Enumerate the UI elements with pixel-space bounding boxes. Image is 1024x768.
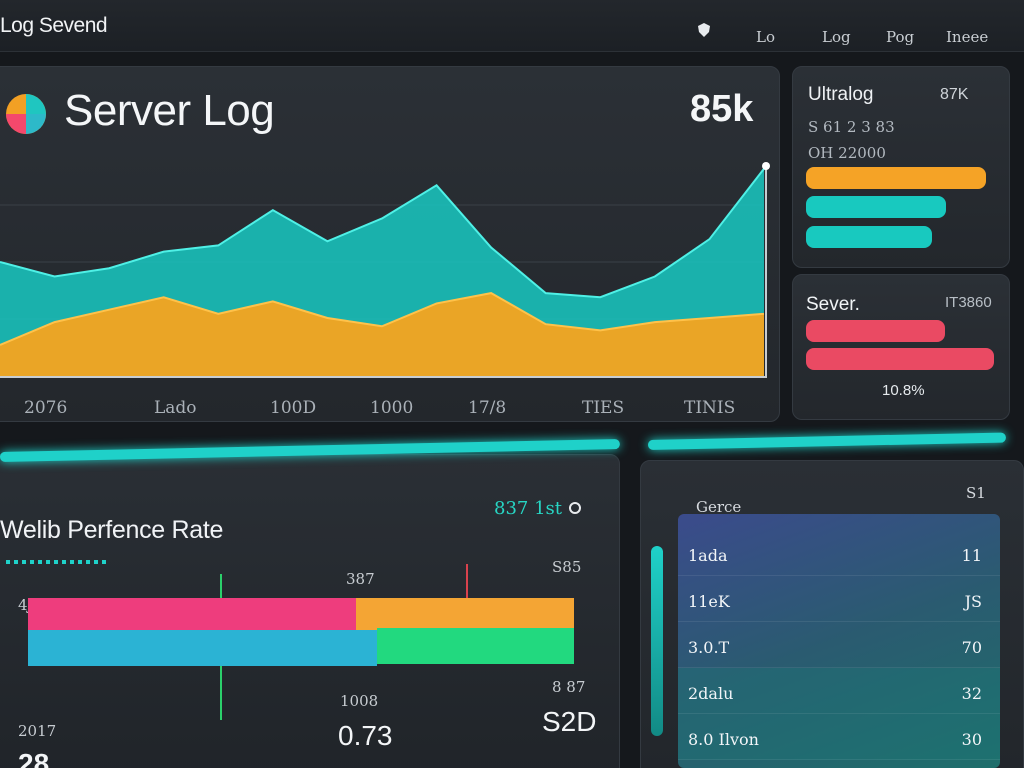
performance-badge: 837 1st: [494, 498, 582, 519]
ultralog-bar: [806, 167, 986, 189]
x-tick-label: 2076: [24, 398, 68, 418]
table-cell-value: JS: [964, 592, 982, 611]
x-tick-label: Lado: [154, 398, 197, 418]
performance-badge-text: 837 1st: [494, 498, 563, 519]
table-cell-name: 3.0.T: [688, 638, 730, 657]
table-cell-name: 11eK: [688, 592, 730, 611]
table-cell-value: 32: [961, 684, 982, 703]
performance-bar-segment: [377, 628, 574, 664]
ultralog-value: 87K: [940, 86, 969, 103]
table-row[interactable]: 1ada 11: [678, 530, 1000, 576]
ultralog-bar: [806, 226, 932, 248]
area-series-2: [0, 293, 764, 376]
performance-bar-segment: [28, 630, 378, 666]
ultralog-bar: [806, 196, 947, 218]
x-tick-label: 1000: [370, 398, 414, 418]
chart-end-point: [762, 162, 770, 170]
performance-label: 1008: [340, 692, 379, 710]
nav-item-lo[interactable]: Lo: [756, 28, 775, 46]
ultralog-sub-2: OH 22000: [808, 144, 886, 162]
gene-accent-line: [647, 432, 1007, 450]
nav-item-log[interactable]: Log: [822, 28, 851, 46]
sever-value: IT3860: [945, 294, 992, 311]
performance-title-underline: [6, 560, 110, 564]
ultralog-title: Ultralog: [808, 84, 874, 105]
x-tick-label: 17/8: [468, 398, 507, 418]
performance-value: S2D: [542, 706, 597, 737]
performance-label: S85: [552, 558, 582, 576]
gene-header-left: Gerce: [696, 498, 742, 516]
table-row[interactable]: 3.0.T 70: [678, 622, 1000, 668]
sever-foot: 10.8%: [882, 382, 925, 399]
nav-item-pog[interactable]: Pog: [886, 28, 915, 46]
table-cell-name: 8.0 Ilvon: [688, 730, 759, 749]
server-log-area-chart: [0, 162, 770, 378]
chart-axis: [0, 164, 767, 378]
shield-icon[interactable]: [696, 22, 712, 38]
table-cell-name: 1ada: [688, 546, 728, 565]
ultralog-sub-1: S 61 2 3 83: [808, 118, 895, 136]
x-tick-label: TIES: [582, 398, 625, 418]
server-log-title: Server Log: [64, 86, 275, 135]
sever-panel: [792, 274, 1010, 420]
gene-scrollbar[interactable]: [651, 546, 663, 736]
table-cell-value: 70: [961, 638, 982, 657]
table-row[interactable]: 2dalu 32: [678, 668, 1000, 714]
performance-value: 28: [18, 748, 50, 768]
performance-label: 8 87: [552, 678, 586, 696]
sever-bar: [806, 348, 994, 370]
performance-value: 0.73: [338, 720, 393, 751]
app-title: Log Sevend: [0, 14, 108, 37]
performance-title: Welib Perfence Rate: [0, 516, 224, 544]
table-row[interactable]: 8.0 Ilvon 30: [678, 714, 1000, 760]
table-row[interactable]: 11eK JS: [678, 576, 1000, 622]
x-tick-label: TINIS: [684, 398, 736, 418]
table-cell-name: 2dalu: [688, 684, 734, 703]
gene-table: 1ada 11 11eK JS 3.0.T 70 2dalu 32 8.0 Ilvon 30: [678, 514, 1000, 768]
server-log-total: 85k: [690, 88, 754, 130]
sever-title: Sever.: [806, 294, 860, 315]
series-line-1: [0, 168, 765, 299]
table-cell-value: 11: [961, 546, 982, 565]
performance-label: 387: [346, 570, 375, 588]
performance-label: 2017: [18, 722, 57, 740]
sever-bar: [806, 320, 946, 342]
top-bar: Log Sevend Lo Log Pog Ineee: [0, 0, 1024, 52]
gear-icon[interactable]: [568, 501, 582, 515]
performance-bar-segment: [28, 598, 356, 634]
table-cell-value: 30: [961, 730, 982, 749]
series-line-2: [0, 292, 765, 346]
nav-item-ineee[interactable]: Ineee: [946, 28, 989, 46]
gene-header-right: S1: [966, 484, 986, 502]
x-tick-label: 100D: [270, 398, 317, 418]
pie-chart-icon: [6, 94, 46, 134]
